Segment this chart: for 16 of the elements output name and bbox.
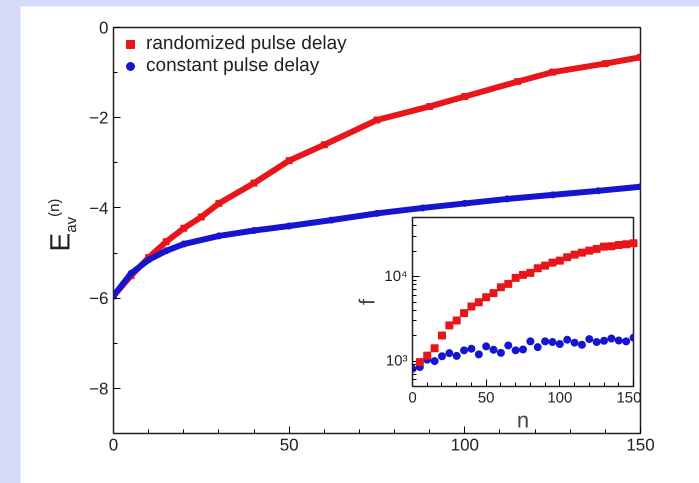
x-tick-label: 50 — [280, 436, 299, 454]
legend-label: constant pulse delay — [146, 55, 320, 77]
y-tick-label: 0 — [99, 18, 109, 38]
y-axis-title: f — [354, 298, 380, 306]
x-tick-label: 100 — [547, 390, 572, 406]
legend-label: randomized pulse delay — [146, 33, 347, 55]
y-tick-label: 10⁴ — [384, 268, 408, 286]
y-tick-label: 10³ — [386, 352, 408, 370]
y-tick-label: −4 — [89, 198, 109, 218]
x-axis-title: n — [516, 408, 530, 432]
x-tick-label: 150 — [626, 436, 655, 454]
x-tick-label: 50 — [478, 390, 495, 406]
x-tick-label: 100 — [450, 436, 480, 454]
y-tick-label: −2 — [89, 108, 109, 128]
y-tick-label: −6 — [89, 289, 109, 308]
y-tick-label: −8 — [89, 379, 109, 398]
